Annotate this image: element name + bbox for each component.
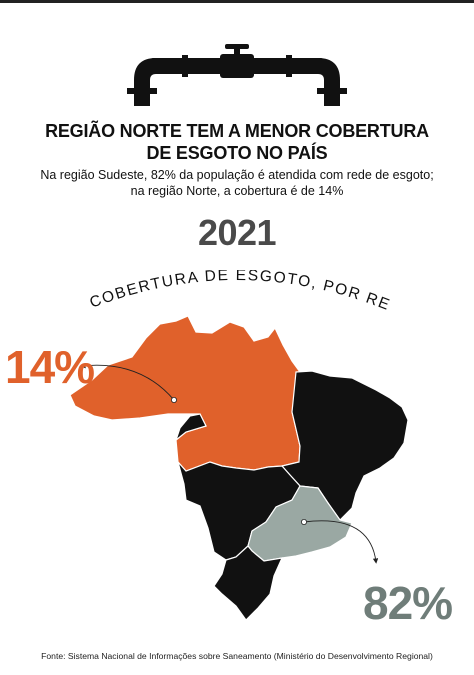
headline-line-1: REGIÃO NORTE TEM A MENOR COBERTURA [45,121,429,141]
norte-callout-dot [170,396,177,403]
top-rule [0,0,474,3]
map-caption: % DE COBERTURA DE ESGOTO, POR REGIÃO [0,270,393,314]
region-norte [69,315,301,472]
sudeste-callout-line [303,520,379,564]
norte-coverage-label: 14% [5,341,95,393]
subtitle-line-2: na região Norte, a cobertura é de 14% [130,184,344,198]
subtitle-line-1: Na região Sudeste, 82% da população é at… [40,168,434,182]
source-note: Fonte: Sistema Nacional de Informações s… [41,651,433,661]
sudeste-coverage-label: 82% [363,577,453,629]
region-sul [213,545,284,621]
year-label: 2021 [197,212,277,253]
sudeste-callout-dot [300,519,307,526]
pipe-icon [127,44,347,106]
headline-line-2: DE ESGOTO NO PAÍS [146,143,328,163]
region-sudeste [247,485,353,562]
norte-callout-line [80,362,175,401]
region-nordeste [280,370,409,521]
brazil-map: % DE COBERTURA DE ESGOTO, POR REGIÃO [0,270,409,621]
